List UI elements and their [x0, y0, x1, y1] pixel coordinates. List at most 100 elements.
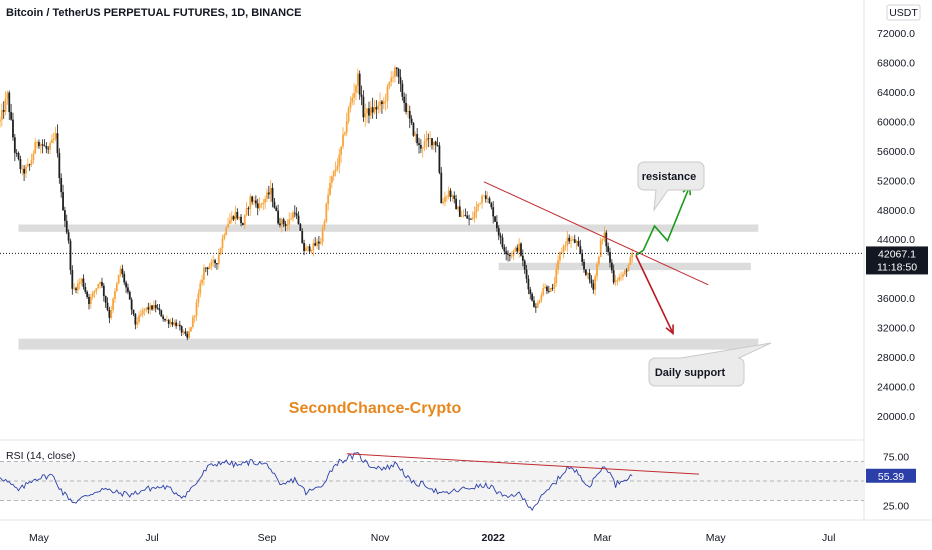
zone-2 [18, 338, 759, 350]
candle-body [82, 278, 85, 287]
candle-body [562, 246, 565, 252]
candle-body [449, 190, 452, 197]
candle-body [427, 138, 430, 140]
currency-badge[interactable] [886, 4, 921, 21]
candle-body [266, 192, 268, 199]
candle-body [251, 196, 254, 202]
candle-body [627, 264, 630, 272]
candle-body [15, 152, 18, 154]
candle-body [384, 100, 387, 102]
candle-body [47, 148, 50, 150]
candle-body [293, 212, 296, 214]
candle-body [583, 261, 585, 270]
candle-body [440, 172, 443, 204]
candle-body [438, 145, 441, 173]
candle-body [560, 251, 563, 253]
candle-body [531, 293, 534, 301]
candle-body [41, 144, 44, 146]
candle-body [471, 217, 474, 220]
candle-body [399, 77, 402, 84]
candle-body [299, 224, 302, 231]
candle-body [612, 270, 615, 283]
rsi-tick-label: 25.00 [883, 500, 909, 512]
price-axis[interactable]: 72000.0 68000.0 64000.0 60000.0 56000.0 52000… [877, 28, 915, 423]
candle-body [453, 195, 456, 199]
candle-body [230, 216, 233, 221]
candle-body [551, 287, 554, 289]
candle-body [381, 101, 383, 105]
resistance-trendline [483, 181, 709, 286]
candle-body [486, 198, 489, 200]
candle-body [221, 238, 224, 249]
candle-body [540, 294, 543, 301]
candle-body [136, 322, 139, 325]
y-tick-label: 64000.0 [877, 87, 915, 99]
candle-body [521, 255, 524, 261]
candle-body [547, 291, 550, 292]
candle-body [483, 195, 485, 197]
candle-body [330, 176, 333, 183]
candle-body [499, 235, 502, 238]
candle-body [93, 290, 96, 293]
candle-body [564, 245, 567, 247]
candle-body [4, 98, 7, 112]
candle-body [188, 331, 191, 338]
candle-body [607, 246, 610, 253]
candle-body [247, 208, 250, 210]
candle-body [76, 283, 79, 291]
rsi-label: RSI (14, close) [6, 450, 75, 462]
candle-body [599, 240, 602, 257]
candle-body [290, 218, 292, 220]
candle-body [473, 211, 476, 218]
candle-body [406, 110, 409, 113]
candle-body [84, 286, 87, 292]
x-tick-label: Jul [822, 532, 835, 544]
candle-body [368, 108, 370, 116]
candle-body [149, 305, 152, 310]
x-tick-label: Mar [594, 532, 613, 544]
candle-body [369, 107, 372, 116]
candle-body [63, 210, 66, 221]
candle-body [414, 134, 417, 136]
candle-body [167, 320, 170, 324]
candle-body [401, 83, 404, 97]
time-axis[interactable]: May Jul Sep Nov 2022 Mar May Jul [29, 532, 835, 544]
bearish-scenario-arrow [635, 255, 674, 334]
candle-body [119, 268, 122, 275]
candle-body [6, 92, 9, 99]
candles-layer [0, 65, 634, 341]
candle-body [138, 315, 140, 323]
candle-body [26, 164, 29, 167]
rsi-tick-label: 75.00 [883, 452, 909, 464]
candle-body [232, 216, 235, 220]
candle-body [419, 145, 422, 149]
candle-body [377, 105, 380, 110]
candle-body [256, 203, 259, 209]
candle-body [173, 322, 176, 325]
candle-body [538, 300, 541, 303]
candle-body [416, 134, 419, 144]
candle-body [303, 243, 305, 252]
candle-body [460, 216, 463, 217]
candle-body [49, 143, 51, 150]
candle-body [286, 224, 289, 226]
candle-body [310, 250, 313, 252]
candle-body [319, 242, 322, 244]
candle-body [249, 196, 252, 209]
candle-body [177, 324, 179, 326]
candle-body [325, 203, 328, 222]
y-tick-label: 32000.0 [877, 323, 915, 335]
candle-body [243, 214, 246, 226]
candle-body [371, 107, 374, 113]
candle-body [392, 76, 394, 78]
bearish-scenario-arrow-head [665, 324, 674, 336]
candle-body [308, 246, 311, 252]
candle-body [264, 198, 267, 203]
candle-body [614, 280, 617, 283]
candle-body [462, 215, 465, 217]
candle-body [418, 143, 420, 146]
candle-body [631, 253, 634, 258]
candle-body [434, 141, 437, 146]
